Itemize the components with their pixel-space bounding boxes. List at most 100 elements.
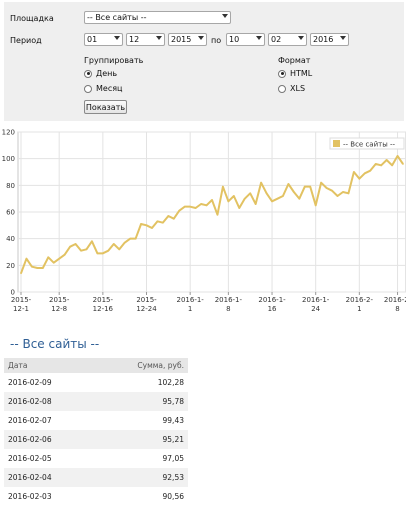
x-tick-label: 2015-12-8 (49, 296, 70, 313)
cell-sum: 99,43 (93, 411, 188, 430)
table-row: 2016-02-09 102,28 (4, 373, 188, 392)
cell-date: 2016-02-08 (4, 392, 94, 411)
y-axis: 0 20 40 60 80 100 120 (2, 129, 15, 297)
table-row: 2016-02-06 95,21 (4, 430, 188, 449)
data-point (145, 224, 148, 227)
cell-date: 2016-02-09 (4, 373, 94, 392)
format-html-label: HTML (290, 69, 313, 78)
data-point (287, 183, 290, 185)
group-day-label: День (96, 69, 118, 78)
data-point (58, 257, 60, 260)
data-point (200, 203, 202, 205)
from-year-select[interactable]: 2015 (168, 33, 207, 46)
cell-sum: 97,05 (93, 449, 188, 468)
x-tick-label: 2016-2-1 (346, 296, 374, 313)
data-point (260, 181, 262, 184)
data-point (238, 207, 241, 209)
to-year-select[interactable]: 2016 (310, 33, 349, 46)
format-html-radio[interactable]: HTML (278, 69, 312, 78)
radio-checked-icon[interactable] (84, 69, 92, 78)
report-table: Дата Сумма, руб. 2016-02-09 102,28 2016-… (4, 358, 188, 506)
y-tick-label: 100 (2, 155, 15, 163)
data-point (36, 267, 39, 269)
to-year-wrap[interactable]: 2016 (310, 33, 349, 46)
data-point (216, 213, 219, 216)
cell-date: 2016-02-06 (4, 430, 94, 449)
to-month-select[interactable]: 02 (268, 33, 307, 46)
series-layer (20, 155, 404, 275)
table-row: 2016-02-03 90,56 (4, 487, 188, 506)
data-point (293, 191, 295, 193)
column-header-date: Дата (4, 358, 94, 373)
cell-date: 2016-02-04 (4, 468, 94, 487)
data-point (331, 189, 333, 192)
data-point (69, 245, 71, 248)
data-point (391, 164, 393, 167)
to-month-wrap[interactable]: 02 (268, 33, 307, 46)
cell-date: 2016-02-05 (4, 449, 94, 468)
format-xls-radio[interactable]: XLS (278, 84, 305, 93)
data-point (205, 204, 208, 207)
x-tick-label: 2016-1-1 (177, 296, 205, 313)
data-point (276, 197, 279, 200)
from-day-wrap[interactable]: 01 (84, 33, 123, 46)
show-button[interactable]: Показать (84, 100, 127, 114)
data-point (85, 248, 88, 251)
data-point (211, 199, 213, 201)
report-heading: -- Все сайты -- (10, 337, 100, 351)
y-tick-label: 0 (11, 289, 15, 297)
data-point (167, 215, 170, 217)
data-point (156, 220, 159, 223)
filter-panel: Площадка -- Все сайты -- Период 01 12 20… (4, 2, 404, 121)
data-point (74, 243, 77, 245)
data-point (396, 155, 399, 157)
data-point (227, 200, 230, 203)
y-tick-label: 20 (6, 262, 15, 270)
y-tick-label: 60 (6, 209, 15, 217)
to-day-wrap[interactable]: 10 (226, 33, 265, 46)
data-point (222, 185, 224, 188)
table-row: 2016-02-05 97,05 (4, 449, 188, 468)
to-day-select[interactable]: 10 (226, 33, 265, 46)
radio-checked-icon[interactable] (278, 69, 286, 78)
data-point (243, 197, 246, 200)
data-point (402, 163, 404, 165)
radio-unchecked-icon[interactable] (278, 84, 286, 93)
data-point (173, 217, 175, 220)
format-label: Формат (278, 56, 311, 65)
from-year-wrap[interactable]: 2015 (168, 33, 207, 46)
group-month-radio[interactable]: Месяц (84, 84, 122, 93)
data-point (314, 204, 317, 207)
data-point (282, 195, 284, 197)
site-label: Площадка (10, 14, 54, 23)
data-point (151, 227, 153, 229)
cell-sum: 90,56 (93, 487, 188, 506)
cell-sum: 102,28 (93, 373, 188, 392)
site-select-wrap[interactable]: -- Все сайты -- (84, 11, 231, 24)
table-row: 2016-02-04 92,53 (4, 468, 188, 487)
data-point (134, 237, 137, 240)
data-point (52, 261, 55, 264)
data-point (178, 209, 181, 212)
from-day-select[interactable]: 01 (84, 33, 123, 46)
data-point (298, 197, 301, 200)
data-point (47, 256, 50, 259)
site-select[interactable]: -- Все сайты -- (84, 11, 231, 24)
data-point (342, 191, 344, 193)
data-point (303, 185, 306, 188)
group-month-label: Месяц (96, 84, 123, 93)
period-label: Период (10, 36, 42, 45)
data-point (233, 195, 235, 197)
data-point (91, 240, 93, 243)
data-point (102, 252, 104, 255)
from-month-wrap[interactable]: 12 (126, 33, 165, 46)
cell-sum: 92,53 (93, 468, 188, 487)
data-point (118, 248, 121, 251)
group-day-radio[interactable]: День (84, 69, 117, 78)
data-point (336, 195, 339, 197)
from-month-select[interactable]: 12 (126, 33, 165, 46)
x-tick-label: 2015-12-16 (93, 296, 114, 313)
data-point (107, 249, 110, 252)
radio-unchecked-icon[interactable] (84, 84, 92, 93)
